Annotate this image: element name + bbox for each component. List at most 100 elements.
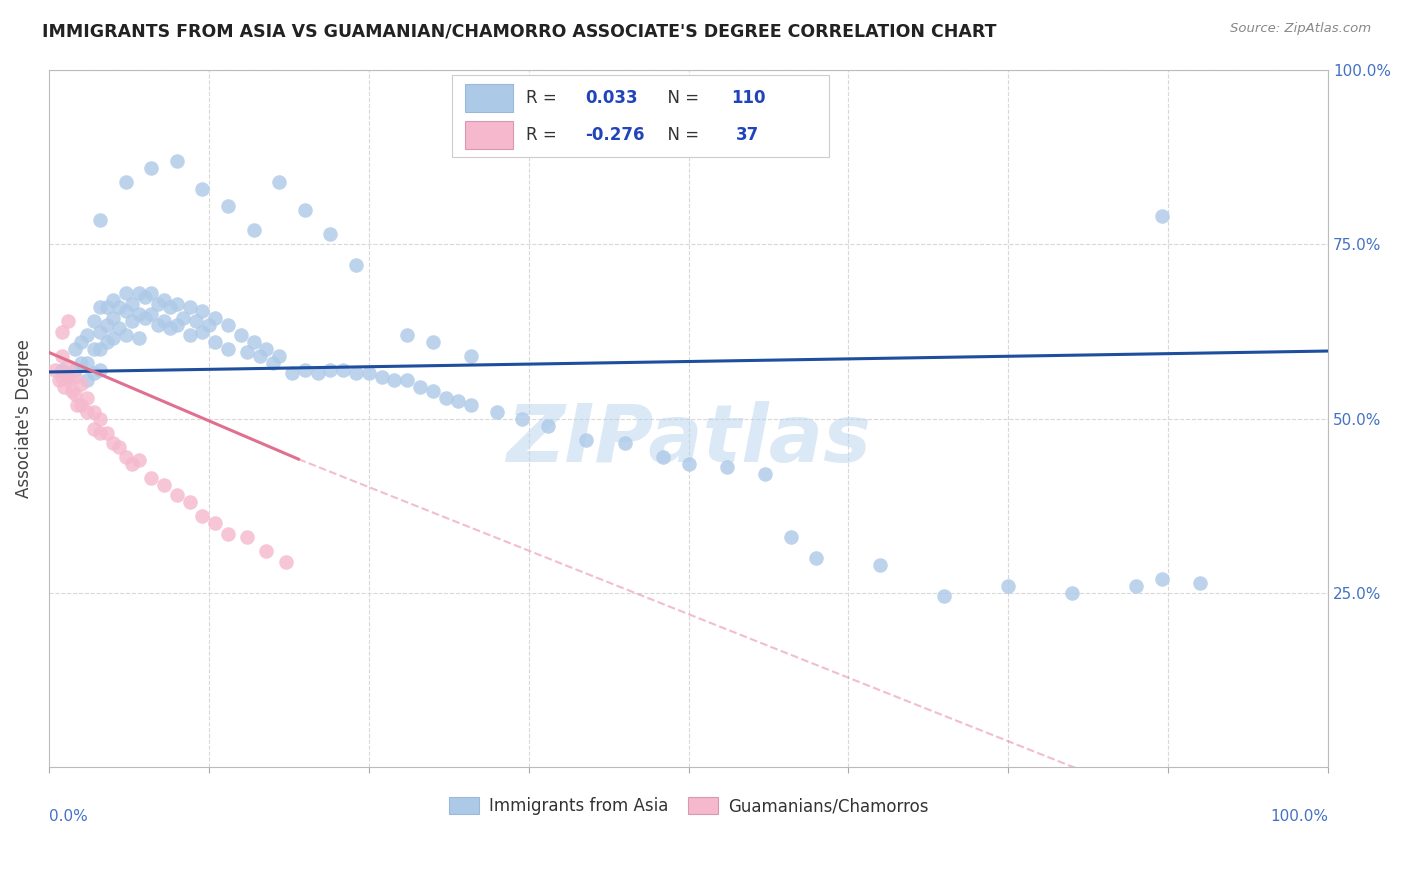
Point [63,387,86,401]
Point [108,300,131,314]
Point [153,314,176,328]
Text: 37: 37 [735,126,759,144]
Point [307,367,329,381]
Point [128,286,150,301]
Point [89,425,111,440]
Point [89,325,111,339]
Point [70,334,93,349]
Point [166,296,188,310]
Point [114,328,136,343]
Point [344,258,367,272]
Point [460,349,482,363]
Point [370,369,392,384]
Point [172,310,194,325]
Point [447,394,470,409]
Point [114,175,136,189]
Point [262,356,284,370]
Point [89,342,111,356]
Point [51,325,73,339]
Point [134,290,156,304]
Point [575,433,598,447]
Text: R =: R = [526,126,562,144]
Text: 110: 110 [731,89,765,107]
Point [159,300,181,314]
Point [274,555,297,569]
Point [63,363,86,377]
Point [754,467,776,482]
Point [1189,575,1212,590]
Point [121,296,143,310]
Point [83,422,105,436]
FancyBboxPatch shape [451,75,830,157]
Point [184,314,207,328]
Text: 0.0%: 0.0% [49,809,87,824]
Point [128,453,150,467]
Point [780,530,803,544]
Point [128,331,150,345]
Point [141,161,163,175]
Point [236,345,259,359]
Point [281,367,304,381]
Point [510,411,533,425]
Point [108,321,131,335]
Point [146,318,169,332]
Point [66,398,89,412]
Point [217,199,239,213]
Text: Source: ZipAtlas.com: Source: ZipAtlas.com [1230,22,1371,36]
Text: 0.033: 0.033 [585,89,637,107]
Point [191,325,214,339]
Point [70,356,93,370]
Point [141,307,163,321]
Point [76,405,98,419]
Text: ZIPatlas: ZIPatlas [506,401,872,479]
Point [422,334,444,349]
Point [652,450,675,464]
Point [382,373,405,387]
Point [101,293,124,307]
Point [114,450,136,464]
Point [70,398,93,412]
Point [83,342,105,356]
Point [242,334,264,349]
Point [89,411,111,425]
Point [254,544,277,558]
Point [294,363,316,377]
Point [806,551,828,566]
Point [678,457,700,471]
Point [537,418,560,433]
Point [1125,579,1147,593]
Point [434,391,457,405]
Point [396,328,419,343]
Point [70,376,93,391]
Point [191,303,214,318]
Point [204,516,226,531]
Point [114,303,136,318]
Point [153,478,176,492]
Point [159,321,181,335]
Point [134,310,156,325]
Point [146,296,169,310]
Point [51,369,73,384]
Point [934,590,956,604]
Point [51,363,73,377]
Text: N =: N = [657,89,704,107]
Point [114,286,136,301]
Point [344,367,367,381]
Text: -0.276: -0.276 [585,126,644,144]
Point [191,181,214,195]
Point [101,310,124,325]
Point [63,342,86,356]
Point [332,363,354,377]
Text: 100.0%: 100.0% [1270,809,1329,824]
Point [613,436,636,450]
Point [242,223,264,237]
Point [1150,572,1173,586]
Point [869,558,891,572]
Point [166,488,188,502]
Point [409,380,432,394]
Point [101,436,124,450]
Text: R =: R = [526,89,562,107]
Point [63,369,86,384]
Point [48,373,70,387]
Point [422,384,444,398]
